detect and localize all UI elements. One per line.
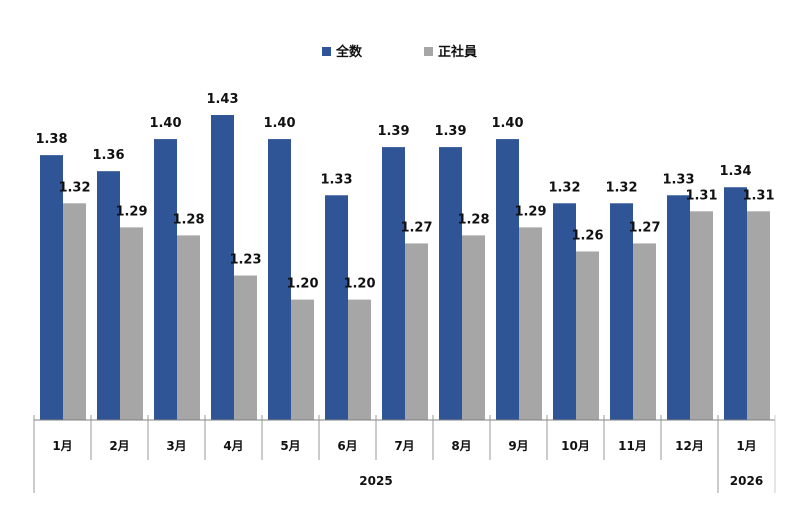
- bar-total-6: [382, 147, 405, 420]
- legend-label-0: 全数: [335, 44, 363, 60]
- bar-regular-4: [291, 299, 314, 420]
- bar-total-9: [553, 203, 576, 420]
- x-tick-label: 6月: [337, 439, 357, 453]
- data-label: 1.28: [172, 212, 204, 227]
- data-label: 1.26: [571, 228, 603, 243]
- bar-total-8: [496, 139, 519, 420]
- legend-label-1: 正社員: [438, 44, 477, 60]
- bar-total-0: [40, 155, 63, 420]
- data-label: 1.20: [343, 277, 375, 292]
- bar-total-10: [610, 203, 633, 420]
- bar-regular-5: [348, 299, 371, 420]
- bar-regular-7: [462, 235, 485, 420]
- x-tick-label: 2月: [109, 439, 129, 453]
- bar-regular-2: [177, 235, 200, 420]
- data-label: 1.43: [206, 92, 238, 107]
- data-label: 1.31: [685, 188, 717, 203]
- bar-regular-9: [576, 251, 599, 420]
- x-tick-label: 3月: [166, 439, 186, 453]
- legend-swatch-0: [322, 47, 331, 56]
- bar-regular-8: [519, 227, 542, 420]
- data-label: 1.32: [548, 180, 580, 195]
- data-label: 1.32: [58, 180, 90, 195]
- x-tick-label: 5月: [280, 439, 300, 453]
- bar-regular-11: [690, 211, 713, 420]
- data-label: 1.32: [605, 180, 637, 195]
- data-label: 1.27: [628, 220, 660, 235]
- data-label: 1.31: [742, 188, 774, 203]
- bar-total-5: [325, 195, 348, 420]
- bar-regular-1: [120, 227, 143, 420]
- data-label: 1.23: [229, 253, 261, 268]
- bar-total-1: [97, 171, 120, 420]
- x-tick-label: 8月: [451, 439, 471, 453]
- bar-total-11: [667, 195, 690, 420]
- bar-total-12: [724, 187, 747, 420]
- x-tick-label: 10月: [561, 439, 590, 453]
- x-tick-label: 1月: [736, 439, 756, 453]
- data-label: 1.33: [662, 172, 694, 187]
- data-label: 1.39: [377, 124, 409, 139]
- data-label: 1.40: [149, 116, 181, 131]
- bar-regular-6: [405, 243, 428, 420]
- data-label: 1.29: [115, 204, 147, 219]
- data-label: 1.20: [286, 277, 318, 292]
- x-tick-label: 12月: [675, 439, 704, 453]
- x-tick-label: 7月: [394, 439, 414, 453]
- data-label: 1.34: [719, 164, 751, 179]
- year-label: 2025: [359, 474, 392, 488]
- x-tick-label: 1月: [52, 439, 72, 453]
- bar-regular-10: [633, 243, 656, 420]
- data-label: 1.39: [434, 124, 466, 139]
- data-label: 1.40: [263, 116, 295, 131]
- data-label: 1.38: [35, 132, 67, 147]
- data-label: 1.40: [491, 116, 523, 131]
- data-label: 1.36: [92, 148, 124, 163]
- bar-total-7: [439, 147, 462, 420]
- year-label: 2026: [730, 474, 763, 488]
- data-label: 1.28: [457, 212, 489, 227]
- x-tick-label: 9月: [508, 439, 528, 453]
- data-label: 1.33: [320, 172, 352, 187]
- bar-total-3: [211, 115, 234, 420]
- data-label: 1.27: [400, 220, 432, 235]
- x-tick-label: 4月: [223, 439, 243, 453]
- bar-regular-3: [234, 275, 257, 420]
- bar-total-2: [154, 139, 177, 420]
- bar-regular-0: [63, 203, 86, 420]
- bar-regular-12: [747, 211, 770, 420]
- x-tick-label: 11月: [618, 439, 647, 453]
- bar-total-4: [268, 139, 291, 420]
- legend-swatch-1: [424, 47, 433, 56]
- data-label: 1.29: [514, 204, 546, 219]
